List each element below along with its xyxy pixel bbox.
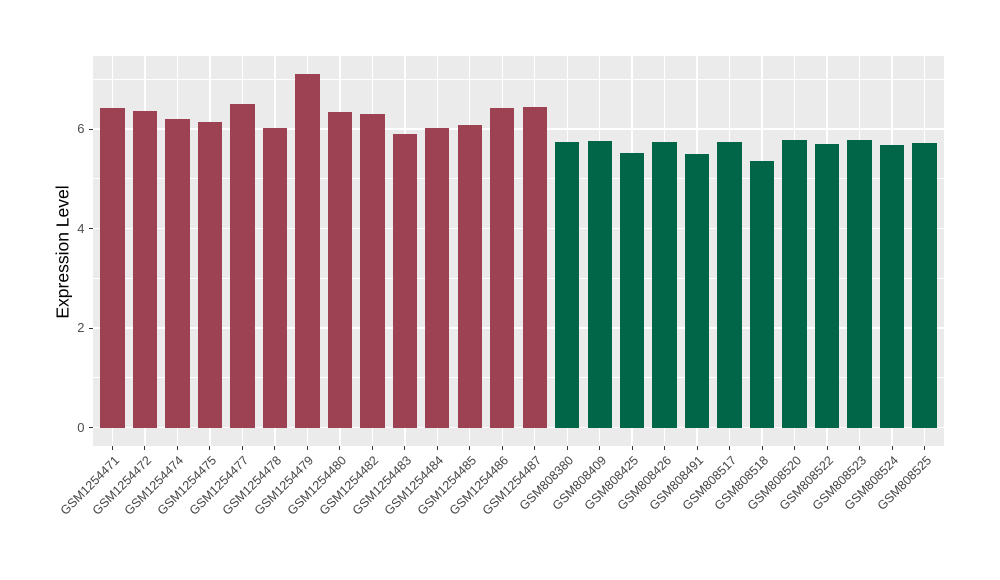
x-tick-mark bbox=[306, 445, 308, 450]
bar bbox=[555, 142, 580, 428]
x-tick-mark bbox=[826, 445, 828, 450]
bar bbox=[490, 108, 515, 428]
x-tick-mark bbox=[371, 445, 373, 450]
bar bbox=[425, 128, 450, 428]
bar bbox=[912, 143, 937, 428]
x-tick-mark bbox=[144, 445, 146, 450]
x-tick-mark bbox=[339, 445, 341, 450]
minor-gridline bbox=[93, 277, 944, 279]
y-axis-title: Expression Level bbox=[52, 185, 73, 319]
y-tick-label: 2 bbox=[77, 320, 85, 336]
bar bbox=[230, 103, 255, 428]
bar bbox=[522, 107, 547, 428]
bar bbox=[717, 142, 742, 428]
bar bbox=[392, 133, 417, 428]
x-tick-mark bbox=[274, 445, 276, 450]
x-tick-mark bbox=[794, 445, 796, 450]
bar bbox=[165, 119, 190, 428]
x-tick-mark bbox=[209, 445, 211, 450]
y-tick-mark bbox=[88, 128, 93, 130]
major-gridline bbox=[93, 128, 944, 130]
x-tick-mark bbox=[176, 445, 178, 450]
minor-gridline bbox=[93, 377, 944, 379]
x-tick-mark bbox=[436, 445, 438, 450]
bar bbox=[327, 111, 353, 428]
bar bbox=[457, 125, 482, 428]
x-tick-mark bbox=[404, 445, 406, 450]
x-tick-mark bbox=[761, 445, 763, 450]
x-tick-mark bbox=[664, 445, 666, 450]
x-tick-mark bbox=[469, 445, 471, 450]
y-tick-mark bbox=[88, 228, 93, 230]
bar bbox=[132, 110, 158, 428]
bar bbox=[100, 108, 125, 428]
bar bbox=[814, 144, 840, 428]
bar bbox=[295, 74, 320, 428]
x-tick-mark bbox=[631, 445, 633, 450]
y-tick-label: 4 bbox=[77, 220, 85, 236]
x-tick-mark bbox=[859, 445, 861, 450]
x-tick-mark bbox=[566, 445, 568, 450]
x-tick-mark bbox=[891, 445, 893, 450]
x-tick-mark bbox=[924, 445, 925, 450]
y-tick-label: 0 bbox=[77, 419, 85, 435]
bar bbox=[684, 154, 710, 428]
x-tick-mark bbox=[111, 445, 113, 450]
major-gridline bbox=[93, 426, 944, 429]
bar bbox=[652, 142, 677, 428]
plot-panel bbox=[93, 56, 944, 446]
x-tick-mark bbox=[599, 445, 601, 450]
bar bbox=[262, 127, 288, 428]
minor-gridline bbox=[93, 78, 944, 80]
bar bbox=[620, 153, 645, 428]
bar bbox=[782, 139, 807, 428]
x-tick-mark bbox=[241, 445, 243, 450]
x-tick-mark bbox=[696, 445, 698, 450]
y-tick-mark bbox=[88, 427, 93, 429]
x-tick-mark bbox=[501, 445, 503, 450]
bar bbox=[847, 140, 872, 428]
minor-gridline bbox=[93, 178, 944, 180]
y-tick-mark bbox=[88, 327, 93, 329]
bar bbox=[879, 145, 905, 428]
major-gridline bbox=[93, 227, 944, 230]
y-tick-label: 6 bbox=[77, 121, 85, 137]
major-gridline bbox=[93, 327, 944, 329]
x-tick-mark bbox=[534, 445, 536, 450]
bar bbox=[197, 122, 223, 428]
bar bbox=[749, 161, 775, 428]
bar bbox=[587, 141, 612, 428]
bar bbox=[360, 113, 385, 428]
x-tick-mark bbox=[729, 445, 731, 450]
